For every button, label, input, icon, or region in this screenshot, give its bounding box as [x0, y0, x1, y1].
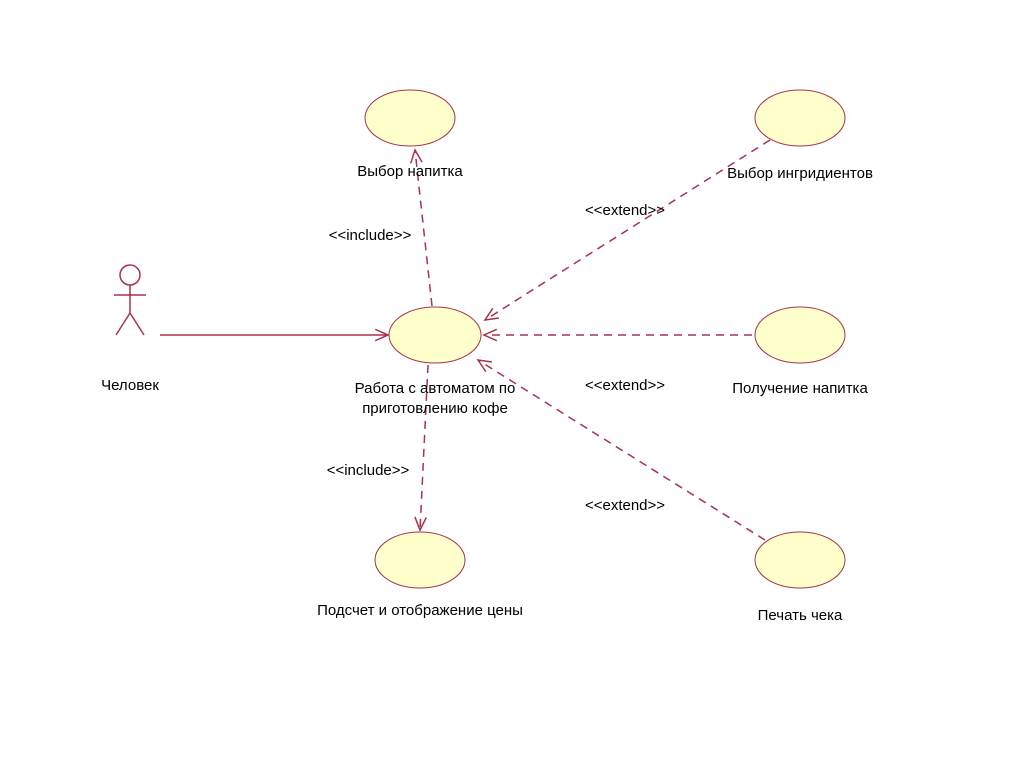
usecase-label: Получение напитка: [732, 380, 868, 397]
usecase-ellipse: [365, 90, 455, 146]
usecase-label-line2: приготовлению кофе: [362, 400, 508, 417]
usecase-uc_drink: Выбор напитка: [357, 90, 463, 180]
usecase-label: Выбор ингридиентов: [727, 165, 873, 182]
usecase-ellipse: [755, 90, 845, 146]
usecase-uc_ingred: Выбор ингридиентов: [727, 90, 873, 182]
actor-label: Человек: [101, 377, 159, 394]
usecase-ellipse: [755, 532, 845, 588]
usecase-ellipse: [375, 532, 465, 588]
usecase-uc_get: Получение напитка: [732, 307, 868, 397]
usecase-ellipse: [389, 307, 481, 363]
actor: Человек: [101, 265, 159, 394]
edge-stereotype-label: <<include>>: [329, 227, 412, 244]
edge-stereotype-label: <<include>>: [327, 462, 410, 479]
edge-stereotype-label: <<extend>>: [585, 377, 665, 394]
usecase-uc_price: Подсчет и отображение цены: [317, 532, 523, 619]
usecase-ellipse: [755, 307, 845, 363]
usecase-label: Подсчет и отображение цены: [317, 602, 523, 619]
usecase-label: Печать чека: [758, 607, 843, 624]
usecase-label: Работа с автоматом по: [355, 380, 516, 397]
usecase-uc_receipt: Печать чека: [755, 532, 845, 624]
arrowhead: [485, 308, 499, 320]
edge-stereotype-label: <<extend>>: [585, 202, 665, 219]
usecase-label: Выбор напитка: [357, 163, 463, 180]
edge-stereotype-label: <<extend>>: [585, 497, 665, 514]
